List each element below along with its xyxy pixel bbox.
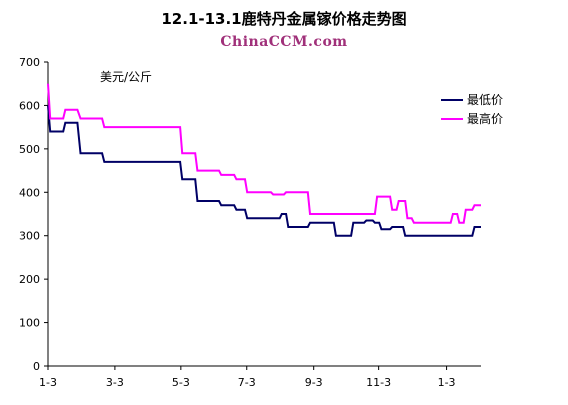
x-tick-label: 11-3 <box>366 376 391 389</box>
unit-label: 美元/公斤 <box>100 70 153 84</box>
x-tick-label: 1-3 <box>39 376 57 389</box>
x-tick-label: 9-3 <box>305 376 323 389</box>
y-tick-label: 700 <box>19 56 40 69</box>
series-layer <box>47 83 481 237</box>
chart-title: 12.1-13.1鹿特丹金属镓价格走势图 <box>161 10 407 28</box>
x-tick-label: 5-3 <box>172 376 190 389</box>
legend-label-high: 最高价 <box>467 112 504 126</box>
series-line-high <box>47 83 481 224</box>
x-tick-label: 1-3 <box>438 376 456 389</box>
y-tick-label: 500 <box>19 143 40 156</box>
watermark: ChinaCCM.com <box>220 34 348 50</box>
x-tick-label: 7-3 <box>238 376 256 389</box>
axes: 0 100 200 300 400 500 600 700 1-3 3-3 5-3 7-3 9-3 11-… <box>19 56 481 389</box>
x-tick-label: 3-3 <box>106 376 124 389</box>
legend-item-low: 最低价 <box>441 91 503 108</box>
legend-swatch-high <box>441 117 463 120</box>
y-tick-label: 0 <box>33 360 40 373</box>
y-tick-label: 300 <box>19 230 40 243</box>
series-line-low <box>47 105 481 237</box>
legend-swatch-low <box>441 98 463 101</box>
legend-label-low: 最低价 <box>467 93 504 107</box>
y-tick-label: 100 <box>19 317 40 330</box>
legend-item-high: 最高价 <box>441 110 503 127</box>
y-tick-label: 600 <box>19 99 40 112</box>
y-tick-label: 200 <box>19 273 40 286</box>
y-tick-label: 400 <box>19 186 40 199</box>
